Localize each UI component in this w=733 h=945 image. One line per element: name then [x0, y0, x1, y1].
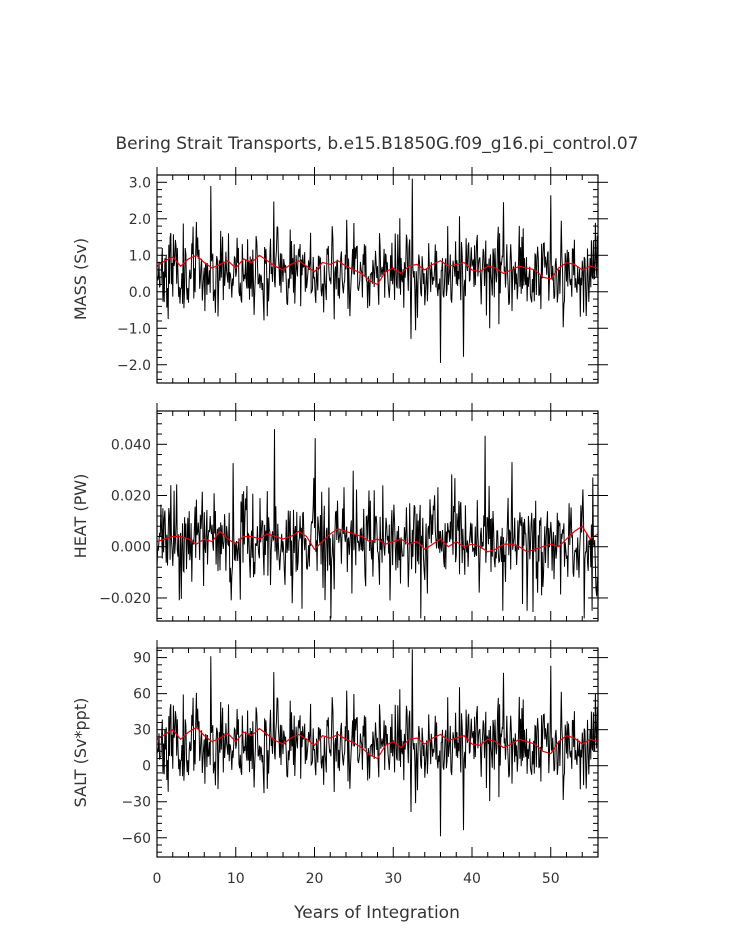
heat-y-tick-label: 0.040	[111, 437, 151, 453]
x-tick-label: 50	[542, 871, 560, 887]
salt-y-axis-label: SALT (Sv*ppt)	[71, 698, 90, 808]
salt-y-tick-label: −30	[121, 795, 151, 811]
salt-y-tick-label: 90	[133, 651, 151, 667]
x-tick-label: 0	[153, 871, 162, 887]
mass-y-tick-label: 0.0	[129, 285, 151, 301]
mass-y-tick-label: 2.0	[129, 212, 151, 228]
salt-y-tick-label: 30	[133, 723, 151, 739]
mass-y-tick-label: −1.0	[117, 321, 151, 337]
heat-raw-series-line	[156, 429, 599, 619]
heat-smoothed-series-line	[156, 525, 599, 553]
heat-y-tick-label: 0.020	[111, 489, 151, 505]
heat-y-tick-label: −0.020	[99, 591, 151, 607]
salt-raw-series-line	[156, 649, 599, 837]
salt-y-tick-label: 60	[133, 687, 151, 703]
x-tick-label: 40	[463, 871, 481, 887]
salt-smoothed-series-line	[156, 726, 599, 760]
panel-heat: −0.020 0.000 0.020 0.040 HEAT (PW)	[71, 403, 608, 622]
x-axis-label: Years of Integration	[293, 903, 460, 923]
mass-smoothed-series-line	[156, 254, 599, 286]
figure-title: Bering Strait Transports, b.e15.B1850G.f…	[115, 134, 638, 154]
salt-y-tick-label: 0	[142, 759, 151, 775]
heat-y-axis-label: HEAT (PW)	[71, 474, 90, 559]
mass-y-tick-label: 1.0	[129, 248, 151, 264]
mass-y-tick-label: −2.0	[117, 358, 151, 374]
mass-y-axis-label: MASS (Sv)	[71, 238, 90, 320]
mass-y-tick-label: 3.0	[129, 175, 151, 191]
x-tick-label: 30	[384, 871, 402, 887]
mass-raw-series-line	[156, 178, 599, 363]
x-tick-label: 10	[227, 871, 245, 887]
salt-y-tick-label: −60	[121, 831, 151, 847]
heat-y-tick-label: 0.000	[111, 540, 151, 556]
panel-mass: −2.0 −1.0 0.0 1.0 2.0 3.0 MASS (Sv)	[71, 167, 608, 384]
x-tick-label: 20	[306, 871, 324, 887]
panel-salt: −60 −30 0 30 60 90 0 10 20 30 40 50 SALT (Sv*ppt)	[71, 640, 608, 887]
